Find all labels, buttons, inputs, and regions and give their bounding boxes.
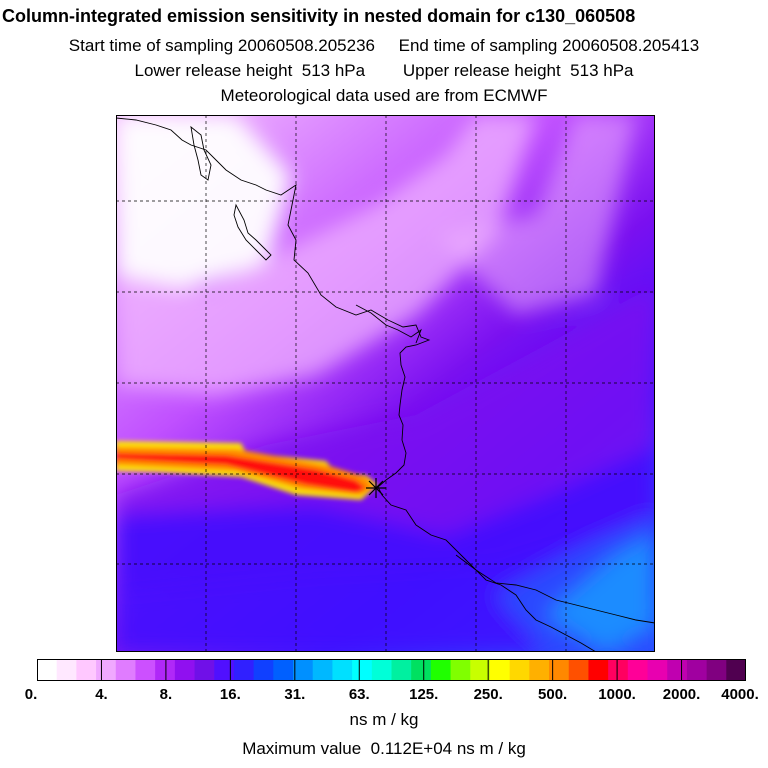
colorbar-cell (489, 659, 511, 681)
colorbar-cell (726, 659, 746, 681)
colorbar-tick-label: 16. (219, 686, 241, 703)
colorbar-tick-label: 1000. (598, 686, 636, 703)
colorbar-cell (115, 659, 136, 681)
upper-release-label: Upper release height 513 hPa (402, 61, 634, 80)
colorbar-frame (37, 659, 746, 681)
gulf-coast (233, 203, 272, 261)
met-data-label: Meteorological data used are from ECMWF (220, 86, 548, 105)
map-title: Column-integrated emission sensitivity i… (2, 6, 636, 26)
colorbar-cell (253, 659, 274, 681)
colorbar-tick-label: 4000. (721, 686, 759, 703)
inlet (355, 304, 422, 344)
lower-release-label: Lower release height 513 hPa (134, 61, 366, 80)
colorbar-cell (174, 659, 196, 681)
colorbar-cell (135, 659, 156, 681)
colorbar-cells (37, 659, 746, 681)
colorbar-cell (273, 659, 294, 681)
peninsula (190, 125, 212, 181)
colorbar-tick-label: 125. (409, 686, 439, 703)
colorbar-tick-label: 63. (348, 686, 370, 703)
colorbar-cell (706, 659, 727, 681)
coastlines (116, 117, 655, 652)
colorbar-cell (667, 659, 688, 681)
release-heights: Lower release height 513 hPa Upper relea… (0, 61, 768, 81)
colorbar-cell (549, 659, 570, 681)
colorbar-cell (293, 659, 314, 681)
colorbar-tick-label: 0. (24, 686, 38, 703)
colorbar-cell (430, 659, 452, 681)
colorbar (37, 659, 746, 681)
colorbar-tick-label: 4. (95, 686, 108, 703)
colorbar-cell (76, 659, 97, 681)
colorbar-cell (332, 659, 353, 681)
colorbar-cell (529, 659, 550, 681)
start-time-label: Start time of sampling 20060508.205236 (68, 36, 376, 55)
plume (116, 441, 378, 500)
colorbar-cell (312, 659, 333, 681)
colorbar-cell (686, 659, 708, 681)
plume-core (116, 453, 366, 493)
colorbar-tick-label: 31. (284, 686, 306, 703)
colorbar-tick-label: 250. (473, 686, 503, 703)
pale-northeast-region (436, 115, 636, 315)
colorbar-cell (56, 659, 77, 681)
colorbar-cell (391, 659, 412, 681)
end-time-label: End time of sampling 20060508.205413 (398, 36, 700, 55)
sampling-times: Start time of sampling 20060508.205236 E… (0, 36, 768, 56)
colorbar-cell (627, 659, 649, 681)
map-frame (116, 115, 655, 652)
colorbar-cell (96, 659, 117, 681)
colorbar-unit: ns m / kg (349, 710, 419, 729)
colorbar-tick-label: 2000. (662, 686, 701, 703)
colorbar-cell (470, 659, 491, 681)
maximum-value-label: Maximum value 0.112E+04 ns m / kg (242, 739, 526, 758)
colorbar-cell (450, 659, 471, 681)
colorbar-cell (588, 659, 609, 681)
colorbar-cell (37, 659, 58, 681)
colorbar-tick-label: 500. (538, 686, 568, 703)
low-sensitivity-region (116, 115, 291, 290)
colorbar-cell (568, 659, 589, 681)
colorbar-major-dividers (100, 659, 683, 681)
colorbar-cell (509, 659, 530, 681)
sensitivity-map (116, 115, 655, 652)
colorbar-cell (411, 659, 432, 681)
colorbar-cell (371, 659, 392, 681)
colorbar-cell (647, 659, 668, 681)
southern-coast (455, 554, 655, 624)
light-region (116, 115, 536, 395)
colorbar-cell (608, 659, 629, 681)
release-point-star (366, 478, 386, 498)
colorbar-cell (194, 659, 215, 681)
colorbar-cell (352, 659, 373, 681)
colorbar-cell (233, 659, 255, 681)
coastline-main (116, 117, 597, 652)
colorbar-tick-label: 8. (159, 686, 173, 703)
colorbar-cell (214, 659, 235, 681)
colorbar-cell (155, 659, 176, 681)
